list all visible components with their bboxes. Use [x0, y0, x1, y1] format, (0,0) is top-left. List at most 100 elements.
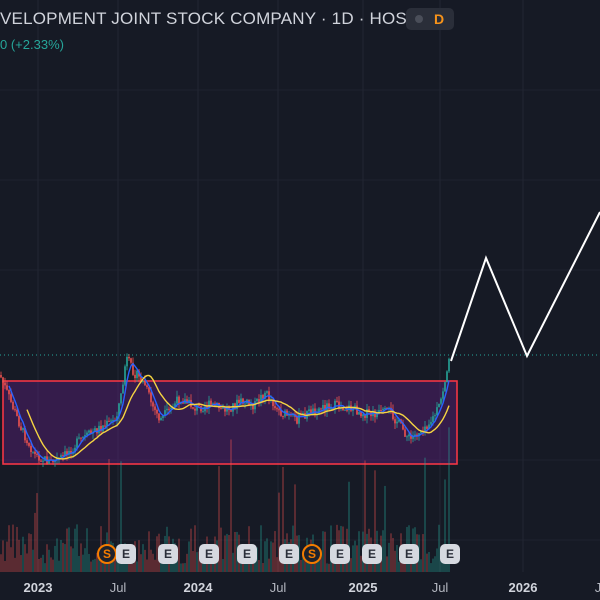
candle-body	[382, 408, 384, 411]
candle-body	[440, 398, 442, 404]
time-axis-label: 2023	[23, 580, 53, 595]
candle-body	[38, 454, 40, 461]
volume-bar	[360, 555, 362, 572]
candle-body	[254, 401, 256, 410]
volume-bar	[114, 558, 116, 572]
split-event-marker[interactable]: S	[302, 544, 322, 564]
volume-bar	[92, 559, 94, 572]
split-event-marker[interactable]: S	[97, 544, 117, 564]
candle-body	[66, 451, 68, 455]
volume-bar	[410, 563, 412, 572]
data-status-badge[interactable]: D	[406, 8, 454, 30]
candle-body	[362, 414, 364, 417]
time-axis-label: 2026	[508, 580, 538, 595]
candle-body	[32, 451, 34, 453]
candle-body	[192, 407, 194, 409]
volume-bar	[54, 545, 56, 572]
candle-body	[48, 459, 50, 464]
candle-body	[136, 370, 138, 379]
volume-bar	[324, 531, 326, 572]
earnings-event-marker[interactable]: E	[440, 544, 460, 564]
volume-bar	[322, 531, 324, 572]
volume-bar	[332, 557, 334, 572]
volume-bar	[20, 555, 22, 572]
time-axis-label: 2024	[183, 580, 213, 595]
volume-bar	[276, 557, 278, 572]
candle-body	[154, 406, 156, 410]
candle-body	[78, 437, 80, 439]
candle-body	[22, 427, 24, 431]
volume-bar	[96, 552, 98, 572]
volume-bar	[398, 561, 400, 572]
volume-bar	[334, 563, 336, 572]
candle-body	[146, 385, 148, 388]
earnings-event-marker[interactable]: E	[279, 544, 299, 564]
volume-bar	[228, 534, 230, 572]
earnings-event-marker[interactable]: E	[199, 544, 219, 564]
candle-body	[432, 416, 434, 422]
candle-body	[256, 399, 258, 402]
consolidation-range-box[interactable]	[2, 380, 458, 465]
candle-body	[196, 404, 198, 411]
volume-bar	[90, 561, 92, 572]
volume-bar	[148, 531, 150, 572]
candle-body	[272, 400, 274, 407]
earnings-event-marker[interactable]: E	[237, 544, 257, 564]
earnings-event-marker[interactable]: E	[362, 544, 382, 564]
volume-bar	[52, 559, 54, 572]
candle-body	[122, 384, 124, 394]
candle-body	[94, 428, 96, 432]
earnings-event-marker[interactable]: E	[399, 544, 419, 564]
candle-body	[260, 394, 262, 403]
volume-bar	[430, 563, 432, 572]
candle-body	[320, 408, 322, 410]
candle-body	[170, 407, 172, 410]
candle-body	[70, 450, 72, 454]
delay-letter: D	[434, 11, 445, 27]
volume-bar	[46, 544, 48, 572]
volume-bar	[70, 546, 72, 572]
volume-bar	[426, 553, 428, 572]
candle-body	[242, 398, 244, 404]
volume-bar	[442, 559, 444, 572]
volume-bar	[196, 552, 198, 572]
volume-bar	[84, 548, 86, 572]
candle-body	[322, 405, 324, 410]
volume-bar	[396, 545, 398, 572]
volume-bar	[76, 524, 78, 572]
earnings-event-marker[interactable]: E	[116, 544, 136, 564]
candle-body	[108, 420, 110, 422]
volume-bar	[386, 556, 388, 572]
candle-body	[352, 409, 354, 411]
candle-body	[346, 409, 348, 411]
candle-body	[210, 400, 212, 405]
volume-bar	[436, 548, 438, 572]
candle-body	[82, 437, 84, 439]
volume-bar	[152, 553, 154, 572]
volume-bar	[274, 531, 276, 572]
candle-body	[110, 420, 112, 422]
volume-bar	[14, 557, 16, 572]
candle-body	[276, 408, 278, 410]
candle-body	[230, 410, 232, 412]
chart-grid	[0, 0, 600, 572]
candle-body	[278, 409, 280, 411]
volume-bar	[68, 527, 70, 572]
volume-bar	[150, 549, 152, 572]
projection-zigzag-line[interactable]	[450, 211, 600, 362]
earnings-event-marker[interactable]: E	[158, 544, 178, 564]
candle-body	[198, 404, 200, 406]
candle-body	[232, 403, 234, 412]
volume-bar	[102, 558, 104, 572]
candle-body	[62, 455, 64, 457]
candle-body	[266, 391, 268, 393]
earnings-event-marker[interactable]: E	[330, 544, 350, 564]
volume-bar	[194, 525, 196, 572]
volume-bar	[268, 558, 270, 572]
candle-body	[150, 392, 152, 403]
volume-bar	[98, 554, 100, 572]
candle-body	[310, 409, 312, 415]
candle-body	[12, 401, 14, 410]
volume-bar	[232, 552, 234, 572]
